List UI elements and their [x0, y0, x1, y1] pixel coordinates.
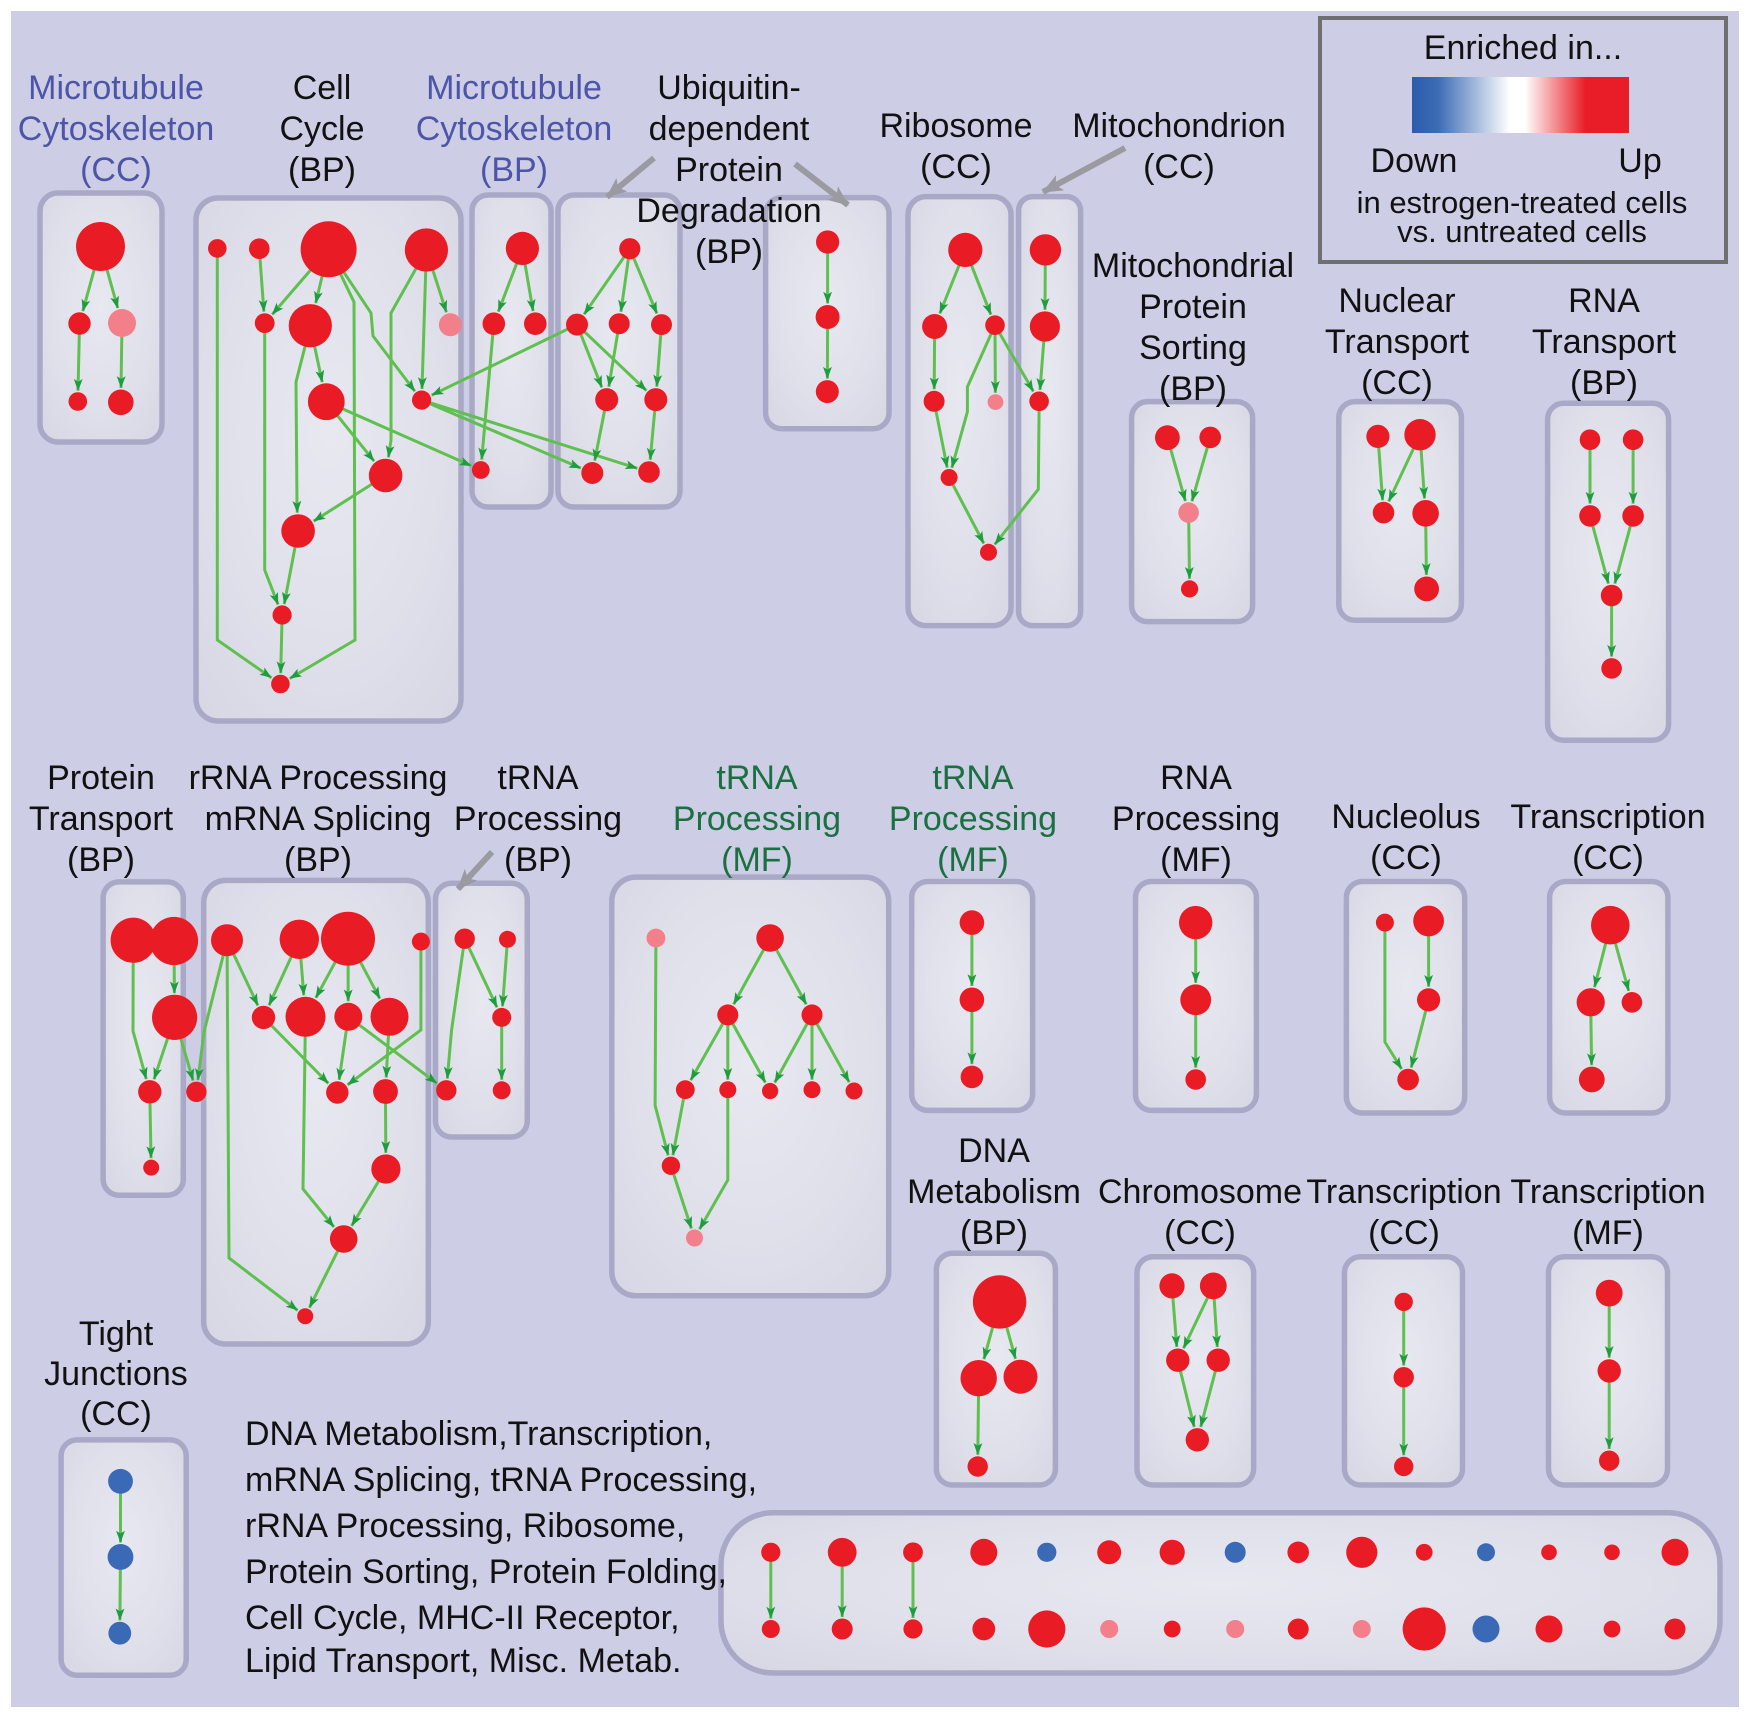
svg-text:tRNA: tRNA — [932, 759, 1014, 797]
svg-text:(MF): (MF) — [937, 841, 1009, 879]
svg-text:(CC): (CC) — [920, 148, 992, 186]
svg-text:(BP): (BP) — [695, 233, 763, 271]
svg-text:(BP): (BP) — [67, 841, 135, 879]
svg-text:Transport: Transport — [1325, 323, 1470, 361]
svg-text:Up: Up — [1618, 142, 1661, 180]
svg-text:Cell: Cell — [293, 69, 352, 107]
svg-text:Mitochondrion: Mitochondrion — [1072, 107, 1286, 145]
svg-text:Metabolism: Metabolism — [907, 1173, 1081, 1211]
svg-text:(CC): (CC) — [1572, 839, 1644, 877]
svg-text:(BP): (BP) — [480, 151, 548, 189]
svg-text:dependent: dependent — [649, 110, 810, 148]
svg-text:(MF): (MF) — [721, 841, 793, 879]
svg-text:Transcription: Transcription — [1510, 798, 1705, 836]
svg-text:(CC): (CC) — [1164, 1214, 1236, 1252]
svg-text:(BP): (BP) — [504, 841, 572, 879]
svg-text:Microtubule: Microtubule — [28, 69, 204, 107]
svg-text:rRNA Processing: rRNA Processing — [189, 759, 448, 797]
svg-text:RNA: RNA — [1568, 282, 1640, 320]
svg-text:Protein: Protein — [675, 151, 783, 189]
svg-text:Junctions: Junctions — [44, 1355, 188, 1393]
svg-text:Enriched in...: Enriched in... — [1424, 29, 1622, 67]
svg-text:DNA Metabolism,Transcription,: DNA Metabolism,Transcription, — [245, 1415, 712, 1453]
svg-text:Protein: Protein — [47, 759, 155, 797]
svg-text:Lipid Transport, Misc. Metab.: Lipid Transport, Misc. Metab. — [245, 1642, 682, 1680]
svg-text:mRNA Splicing: mRNA Splicing — [205, 800, 432, 838]
svg-text:Nuclear: Nuclear — [1338, 282, 1455, 320]
svg-text:Degradation: Degradation — [636, 192, 821, 230]
svg-text:Tight: Tight — [79, 1315, 154, 1353]
svg-text:(BP): (BP) — [288, 151, 356, 189]
svg-text:Transcription: Transcription — [1306, 1173, 1501, 1211]
svg-text:Protein Sorting, Protein Foldi: Protein Sorting, Protein Folding, — [245, 1553, 727, 1591]
svg-text:Transport: Transport — [1532, 323, 1677, 361]
svg-text:DNA: DNA — [958, 1132, 1030, 1170]
svg-text:Sorting: Sorting — [1139, 329, 1247, 367]
svg-text:tRNA: tRNA — [716, 759, 798, 797]
svg-text:Cycle: Cycle — [279, 110, 364, 148]
svg-text:Ubiquitin-: Ubiquitin- — [657, 69, 801, 107]
svg-text:Cell Cycle, MHC-II Receptor,: Cell Cycle, MHC-II Receptor, — [245, 1599, 680, 1637]
svg-text:(CC): (CC) — [80, 151, 152, 189]
svg-text:(BP): (BP) — [284, 841, 352, 879]
svg-text:Down: Down — [1371, 142, 1458, 180]
svg-text:vs. untreated cells: vs. untreated cells — [1397, 214, 1647, 249]
svg-text:tRNA: tRNA — [497, 759, 579, 797]
svg-text:(MF): (MF) — [1572, 1214, 1644, 1252]
svg-text:Protein: Protein — [1139, 288, 1247, 326]
svg-text:Processing: Processing — [1112, 800, 1280, 838]
svg-text:Processing: Processing — [454, 800, 622, 838]
svg-text:Chromosome: Chromosome — [1098, 1173, 1302, 1211]
svg-text:(CC): (CC) — [80, 1395, 152, 1433]
svg-text:rRNA Processing, Ribosome,: rRNA Processing, Ribosome, — [245, 1507, 685, 1545]
svg-text:in estrogen-treated cells: in estrogen-treated cells — [1357, 185, 1688, 220]
svg-text:Transport: Transport — [29, 800, 174, 838]
svg-text:mRNA Splicing, tRNA Processing: mRNA Splicing, tRNA Processing, — [245, 1461, 757, 1499]
svg-text:Processing: Processing — [673, 800, 841, 838]
svg-text:(CC): (CC) — [1370, 839, 1442, 877]
svg-text:Transcription: Transcription — [1510, 1173, 1705, 1211]
svg-text:(CC): (CC) — [1368, 1214, 1440, 1252]
svg-text:(CC): (CC) — [1143, 148, 1215, 186]
svg-text:Ribosome: Ribosome — [879, 107, 1032, 145]
svg-text:Cytoskeleton: Cytoskeleton — [18, 110, 215, 148]
svg-text:(BP): (BP) — [960, 1214, 1028, 1252]
svg-text:RNA: RNA — [1160, 759, 1232, 797]
svg-text:Microtubule: Microtubule — [426, 69, 602, 107]
svg-text:Processing: Processing — [889, 800, 1057, 838]
svg-text:(MF): (MF) — [1160, 841, 1232, 879]
svg-text:Cytoskeleton: Cytoskeleton — [416, 110, 613, 148]
svg-text:(CC): (CC) — [1361, 364, 1433, 402]
svg-text:Nucleolus: Nucleolus — [1331, 798, 1480, 836]
svg-text:Mitochondrial: Mitochondrial — [1092, 247, 1294, 285]
svg-text:(BP): (BP) — [1159, 370, 1227, 408]
svg-text:(BP): (BP) — [1570, 364, 1638, 402]
